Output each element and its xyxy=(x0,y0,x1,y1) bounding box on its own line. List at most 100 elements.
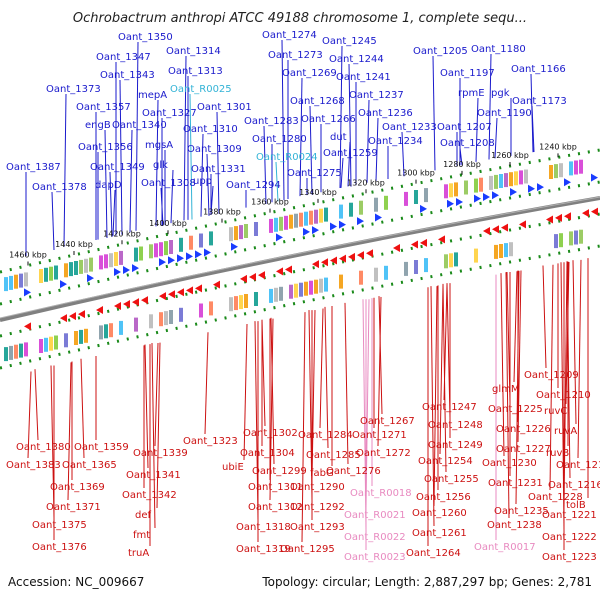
forward-gene-label[interactable]: glk xyxy=(153,160,168,171)
forward-gene-label[interactable]: Oant_R0025 xyxy=(170,84,232,95)
forward-gene-label[interactable]: rpmE xyxy=(458,88,485,99)
reverse-gene-label[interactable]: Oant_1302 xyxy=(243,428,298,439)
reverse-gene-label[interactable]: Oant_R0022 xyxy=(344,532,406,543)
reverse-gene-label[interactable]: Oant_1261 xyxy=(412,528,467,539)
forward-gene-label[interactable]: Oant_1241 xyxy=(336,72,391,83)
forward-gene-label[interactable]: Oant_1268 xyxy=(290,96,345,107)
reverse-gene-label[interactable]: Oant_1228 xyxy=(528,492,583,503)
forward-gene-label[interactable]: Oant_1313 xyxy=(168,66,223,77)
forward-gene-label[interactable]: Oant_1349 xyxy=(90,162,145,173)
reverse-gene-label[interactable]: Oant_1342 xyxy=(122,490,177,501)
reverse-gene-label[interactable]: Oant_1293 xyxy=(290,522,345,533)
reverse-gene-label[interactable]: Oant_1271 xyxy=(352,430,407,441)
reverse-gene-label[interactable]: ruvC xyxy=(544,406,567,417)
reverse-gene-label[interactable]: Oant_1221 xyxy=(542,510,597,521)
forward-gene-label[interactable]: Oant_1244 xyxy=(329,54,384,65)
reverse-gene-label[interactable]: fmt xyxy=(133,530,150,541)
reverse-gene-label[interactable]: Oant_1222 xyxy=(542,532,597,543)
forward-gene-label[interactable]: Oant_1266 xyxy=(301,114,356,125)
forward-gene-label[interactable]: Oant_1327 xyxy=(142,108,197,119)
forward-gene-label[interactable]: Oant_1294 xyxy=(226,180,281,191)
forward-gene-label[interactable]: Oant_1301 xyxy=(197,102,252,113)
forward-gene-label[interactable]: engB xyxy=(85,120,111,131)
forward-gene-label[interactable]: Oant_1205 xyxy=(413,46,468,57)
forward-gene-label[interactable]: Oant_1309 xyxy=(187,144,242,155)
forward-gene-label[interactable]: Oant_1308 xyxy=(141,178,196,189)
reverse-gene-label[interactable]: Oant_1318 xyxy=(236,522,291,533)
forward-gene-label[interactable]: Oant_1387 xyxy=(6,162,61,173)
reverse-gene-label[interactable]: Oant_1376 xyxy=(32,542,87,553)
forward-gene-label[interactable]: dut xyxy=(330,132,347,143)
forward-gene-label[interactable]: Oant_1207 xyxy=(437,122,492,133)
forward-gene-label[interactable]: Oant_R0024 xyxy=(256,152,318,163)
forward-gene-label[interactable]: upp xyxy=(193,176,212,187)
reverse-gene-label[interactable]: ubiE xyxy=(222,462,244,473)
reverse-gene-label[interactable]: Oant_1247 xyxy=(422,402,477,413)
forward-gene-label[interactable]: Oant_1273 xyxy=(268,50,323,61)
reverse-gene-label[interactable]: Oant_1230 xyxy=(482,458,537,469)
reverse-gene-label[interactable]: Oant_R0023 xyxy=(344,552,406,563)
forward-gene-label[interactable]: Oant_1331 xyxy=(191,164,246,175)
reverse-gene-label[interactable]: Oant_1254 xyxy=(418,456,473,467)
reverse-gene-label[interactable]: def xyxy=(135,510,152,521)
reverse-gene-label[interactable]: Oant_1375 xyxy=(32,520,87,531)
reverse-gene-label[interactable]: Oant_1341 xyxy=(126,470,181,481)
forward-gene-label[interactable]: Oant_1343 xyxy=(100,70,155,81)
reverse-gene-label[interactable]: Oant_1380 xyxy=(16,442,71,453)
forward-gene-label[interactable]: Oant_1166 xyxy=(511,64,566,75)
reverse-gene-label[interactable]: Oant_R0018 xyxy=(350,488,412,499)
reverse-gene-label[interactable]: Oant_1248 xyxy=(428,420,483,431)
forward-gene-label[interactable]: Oant_1378 xyxy=(32,182,87,193)
reverse-gene-label[interactable]: Oant_1264 xyxy=(406,548,461,559)
reverse-gene-label[interactable]: Oant_R0021 xyxy=(344,510,406,521)
reverse-gene-label[interactable]: Oant_1267 xyxy=(360,416,415,427)
reverse-gene-label[interactable]: Oant_1216 xyxy=(548,480,600,491)
reverse-gene-label[interactable]: Oant_1276 xyxy=(326,466,381,477)
reverse-gene-label[interactable]: Oant_1304 xyxy=(240,448,295,459)
reverse-gene-label[interactable]: tolB xyxy=(566,500,586,511)
reverse-gene-label[interactable]: Oant_1235 xyxy=(494,506,549,517)
reverse-gene-label[interactable]: Oant_1371 xyxy=(46,502,101,513)
forward-gene-label[interactable]: Oant_1190 xyxy=(477,108,532,119)
forward-gene-label[interactable]: Oant_1234 xyxy=(368,136,423,147)
reverse-gene-label[interactable]: Oant_1359 xyxy=(74,442,129,453)
reverse-gene-label[interactable]: Oant_1215 xyxy=(556,460,600,471)
forward-gene-label[interactable]: Oant_1347 xyxy=(96,52,151,63)
reverse-gene-label[interactable]: Oant_R0017 xyxy=(474,542,536,553)
reverse-gene-label[interactable]: Oant_1238 xyxy=(487,520,542,531)
reverse-gene-label[interactable]: glmM xyxy=(492,384,520,395)
reverse-gene-label[interactable]: Oant_1209 xyxy=(524,370,579,381)
reverse-gene-label[interactable]: Oant_1256 xyxy=(416,492,471,503)
reverse-gene-label[interactable]: Oant_1369 xyxy=(50,482,105,493)
forward-gene-label[interactable]: Oant_1259 xyxy=(323,148,378,159)
reverse-gene-label[interactable]: Oant_1295 xyxy=(280,544,335,555)
reverse-gene-label[interactable]: Oant_1284 xyxy=(298,430,353,441)
reverse-gene-label[interactable]: Oant_1231 xyxy=(488,478,543,489)
reverse-gene-label[interactable]: Oant_1223 xyxy=(542,552,597,563)
reverse-gene-label[interactable]: Oant_1255 xyxy=(424,474,479,485)
forward-gene-label[interactable]: Oant_1314 xyxy=(166,46,221,57)
reverse-gene-label[interactable]: Oant_1260 xyxy=(412,508,467,519)
reverse-gene-label[interactable]: Oant_1312 xyxy=(248,502,303,513)
forward-gene-label[interactable]: Oant_1350 xyxy=(118,32,173,43)
reverse-gene-label[interactable]: Oant_1365 xyxy=(62,460,117,471)
forward-gene-label[interactable]: Oant_1274 xyxy=(262,30,317,41)
forward-gene-label[interactable]: Oant_1245 xyxy=(322,36,377,47)
reverse-gene-label[interactable]: Oant_1225 xyxy=(488,404,543,415)
forward-gene-label[interactable]: Oant_1173 xyxy=(512,96,567,107)
reverse-gene-label[interactable]: Oant_1339 xyxy=(133,448,188,459)
reverse-gene-label[interactable]: Oant_1311 xyxy=(248,482,303,493)
reverse-gene-label[interactable]: Oant_1226 xyxy=(496,424,551,435)
reverse-gene-label[interactable]: Oant_1272 xyxy=(356,448,411,459)
reverse-gene-label[interactable]: Oant_1249 xyxy=(428,440,483,451)
reverse-gene-label[interactable]: Oant_1299 xyxy=(252,466,307,477)
reverse-gene-label[interactable]: truA xyxy=(128,548,149,559)
reverse-gene-label[interactable]: ruvB xyxy=(546,448,569,459)
reverse-gene-label[interactable]: Oant_1210 xyxy=(536,390,591,401)
forward-gene-label[interactable]: Oant_1356 xyxy=(78,142,133,153)
forward-gene-label[interactable]: Oant_1197 xyxy=(440,68,495,79)
forward-gene-label[interactable]: Oant_1310 xyxy=(183,124,238,135)
forward-gene-label[interactable]: Oant_1236 xyxy=(358,108,413,119)
forward-gene-label[interactable]: Oant_1373 xyxy=(46,84,101,95)
